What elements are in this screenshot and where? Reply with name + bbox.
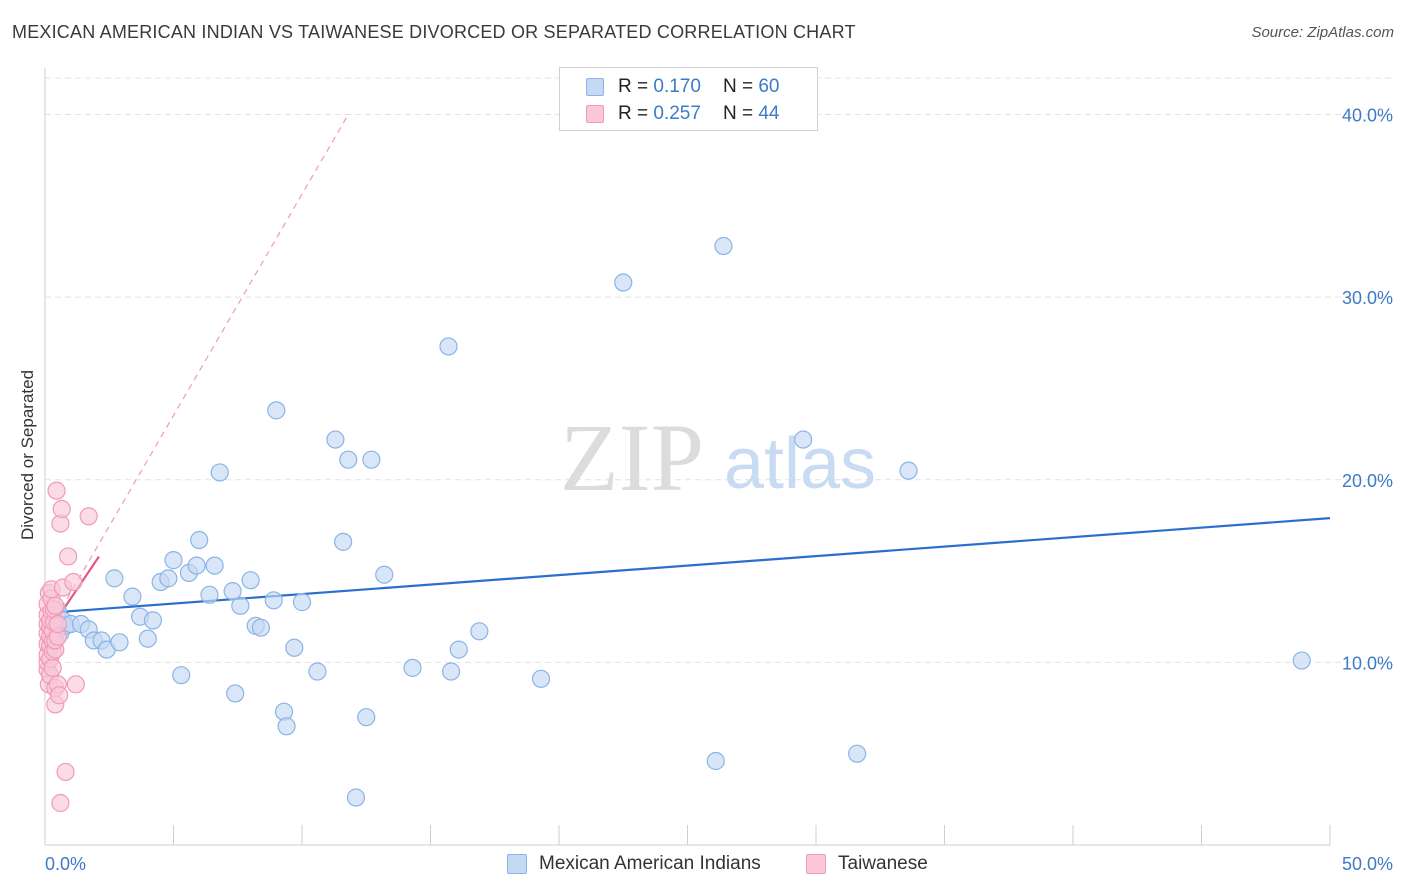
point-mexican-american-indian (159, 569, 178, 588)
point-mexican-american-indian (264, 591, 283, 610)
point-taiwanese (47, 481, 66, 500)
point-mexican-american-indian (848, 744, 867, 763)
point-mexican-american-indian (123, 587, 142, 606)
point-mexican-american-indian (172, 666, 191, 685)
bottom-legend-label: Mexican American Indians (539, 853, 761, 874)
point-mexican-american-indian (714, 236, 733, 256)
legend-n-label: N = (722, 103, 754, 124)
stats-legend: R = 0.170 N = 60 R = 0.257 N = 44 (559, 67, 818, 131)
legend-swatch-blue (586, 78, 604, 96)
point-mexican-american-indian (138, 629, 157, 648)
y-tick-label: 10.0% (1342, 653, 1393, 673)
point-mexican-american-indian (190, 530, 209, 550)
y-tick-label: 30.0% (1342, 288, 1393, 308)
point-taiwanese (52, 499, 71, 519)
trendlines (44, 114, 1331, 638)
point-taiwanese (43, 658, 62, 677)
legend-n-value: 44 (758, 103, 780, 124)
point-mexican-american-indian (223, 582, 242, 601)
point-mexican-american-indian (187, 556, 206, 575)
point-mexican-american-indian (357, 708, 376, 727)
point-mexican-american-indian (1292, 651, 1311, 670)
point-taiwanese (51, 793, 70, 813)
legend-row-taiwanese: R = 0.257 N = 44 (586, 103, 779, 125)
point-taiwanese (48, 614, 67, 634)
legend-r-label: R = (618, 103, 649, 124)
point-mexican-american-indian (470, 622, 489, 641)
point-mexican-american-indian (614, 273, 633, 292)
legend-r-value: 0.257 (653, 103, 701, 124)
point-taiwanese (46, 596, 65, 615)
chart-title: MEXICAN AMERICAN INDIAN VS TAIWANESE DIV… (12, 22, 856, 42)
point-mexican-american-indian (105, 569, 124, 588)
point-taiwanese (79, 507, 98, 526)
point-mexican-american-indian (339, 450, 358, 469)
point-mexican-american-indian (706, 751, 725, 771)
bottom-legend-swatch-blue (507, 854, 527, 874)
bottom-legend-swatch-pink (806, 854, 826, 874)
point-mexican-american-indian (205, 556, 224, 575)
legend-n-label: N = (722, 76, 754, 97)
point-taiwanese (56, 762, 75, 782)
y-tick-label: 20.0% (1342, 471, 1393, 491)
legend-r-label: R = (618, 76, 649, 97)
point-mexican-american-indian (292, 593, 312, 612)
point-mexican-american-indian (143, 611, 163, 630)
point-mexican-american-indian (251, 618, 270, 637)
point-mexican-american-indian (110, 633, 129, 652)
legend-r-value: 0.170 (653, 76, 701, 97)
trendline-mexican-american-indian (44, 517, 1331, 615)
data-points (38, 236, 1311, 813)
legend-row-mexican: R = 0.170 N = 60 (586, 76, 779, 98)
tick-labels: 10.0% 20.0% 30.0% 40.0% 0.0% 50.0% (45, 106, 1393, 874)
point-mexican-american-indian (899, 461, 918, 480)
point-mexican-american-indian (362, 450, 381, 469)
watermark-zip: ZIP (560, 404, 704, 511)
point-mexican-american-indian (346, 788, 366, 807)
point-mexican-american-indian (308, 662, 327, 681)
watermark: ZIP atlas (560, 404, 876, 511)
point-mexican-american-indian (231, 596, 250, 615)
bottom-legend-mexican: Mexican American Indians (507, 851, 761, 877)
point-taiwanese (59, 547, 78, 566)
point-mexican-american-indian (334, 532, 353, 551)
legend-n-value: 60 (758, 76, 780, 97)
point-mexican-american-indian (210, 463, 229, 482)
point-mexican-american-indian (241, 571, 260, 590)
x-tick-label: 50.0% (1342, 854, 1393, 874)
point-mexican-american-indian (794, 430, 813, 449)
point-taiwanese (66, 675, 85, 694)
x-tick-label: 0.0% (45, 854, 86, 874)
bottom-legend-label: Taiwanese (838, 853, 928, 874)
point-mexican-american-indian (267, 401, 286, 420)
trendline-taiwanese-dashed (44, 114, 349, 638)
point-mexican-american-indian (439, 337, 458, 356)
axes (44, 68, 1331, 846)
source-label: Source: ZipAtlas.com (1251, 24, 1394, 41)
point-mexican-american-indian (403, 658, 422, 677)
point-mexican-american-indian (531, 669, 551, 688)
point-mexican-american-indian (375, 565, 394, 584)
point-taiwanese (50, 686, 69, 705)
point-mexican-american-indian (449, 640, 468, 659)
point-mexican-american-indian (164, 551, 183, 570)
point-mexican-american-indian (441, 662, 461, 681)
y-tick-label: 40.0% (1342, 106, 1393, 126)
point-taiwanese (64, 572, 83, 592)
point-mexican-american-indian (277, 717, 296, 736)
point-mexican-american-indian (326, 430, 345, 449)
point-mexican-american-indian (226, 684, 245, 703)
legend-swatch-pink (586, 105, 604, 123)
point-mexican-american-indian (285, 638, 304, 657)
point-mexican-american-indian (200, 585, 219, 604)
bottom-legend-taiwanese: Taiwanese (806, 851, 928, 877)
